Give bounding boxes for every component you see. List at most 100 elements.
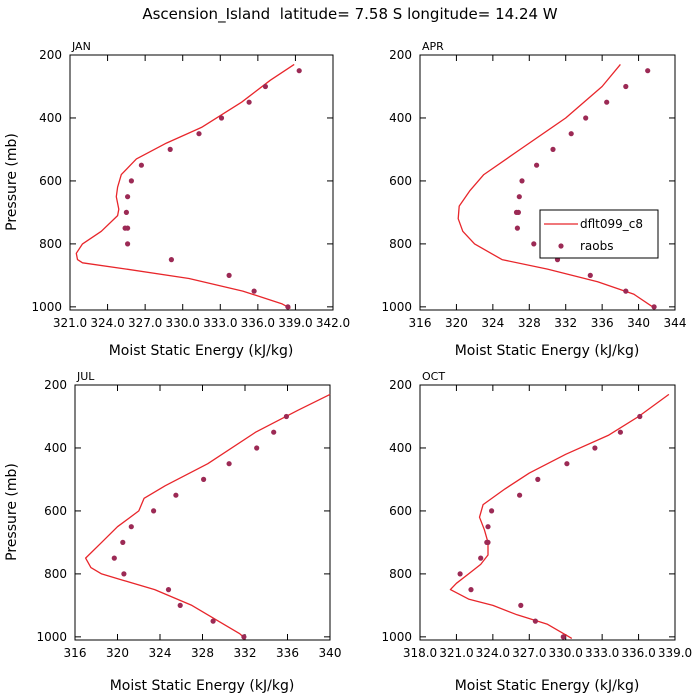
x-tick-label: 328 bbox=[191, 646, 214, 660]
raob-point bbox=[168, 257, 174, 263]
model-profile-line bbox=[457, 63, 656, 309]
x-tick-label: 330.0 bbox=[166, 316, 200, 330]
raob-point bbox=[519, 178, 525, 184]
raob-point bbox=[196, 131, 202, 137]
y-tick-label: 400 bbox=[389, 111, 412, 125]
x-axis-label: Moist Static Energy (kJ/kg) bbox=[455, 678, 640, 694]
raob-point bbox=[226, 461, 232, 467]
raob-point bbox=[531, 241, 537, 247]
plot-frame bbox=[419, 384, 676, 641]
x-tick-label: 324.0 bbox=[476, 646, 510, 660]
x-tick-label: 342.0 bbox=[316, 316, 350, 330]
x-tick-label: 318.0 bbox=[403, 646, 437, 660]
x-tick-label: 330.0 bbox=[549, 646, 583, 660]
raob-point bbox=[532, 618, 539, 624]
model-profile-line bbox=[75, 63, 295, 309]
panel-label: APR bbox=[422, 40, 444, 53]
data-layer: 316 320 324 328 332 336 340 344 200 400 600 800 1000 bbox=[381, 48, 686, 330]
x-tick-label: 327.0 bbox=[128, 316, 162, 330]
y-axis-label: Pressure (mb) bbox=[4, 133, 20, 231]
legend-obs-label: raobs bbox=[580, 239, 614, 253]
x-axis-label: Moist Static Energy (kJ/kg) bbox=[109, 343, 294, 359]
raob-point bbox=[550, 146, 556, 152]
raob-point bbox=[226, 272, 232, 278]
x-tick-label: 333.0 bbox=[585, 646, 619, 660]
panel-jul: JUL Pressure (mb) Moist Static Energy (k… bbox=[4, 370, 341, 694]
figure-title: Ascension_Island latitude= 7.58 S longit… bbox=[142, 5, 557, 24]
raob-point bbox=[568, 131, 574, 137]
x-tick-label: 327.0 bbox=[512, 646, 546, 660]
y-tick-label: 800 bbox=[39, 237, 62, 251]
raob-point bbox=[246, 99, 252, 105]
x-axis-label: Moist Static Energy (kJ/kg) bbox=[110, 678, 295, 694]
x-tick-label: 336.0 bbox=[241, 316, 275, 330]
model-profile-line bbox=[84, 393, 331, 639]
raob-point bbox=[177, 602, 183, 609]
raob-point bbox=[271, 429, 277, 435]
x-axis-label: Moist Static Energy (kJ/kg) bbox=[455, 343, 640, 359]
x-tick-label: 344 bbox=[664, 316, 687, 330]
raob-point bbox=[254, 445, 260, 451]
raob-point bbox=[125, 241, 131, 247]
panel-label: JAN bbox=[71, 40, 91, 53]
y-tick-label: 600 bbox=[389, 174, 412, 188]
raob-point bbox=[128, 178, 134, 184]
x-tick-label: 332 bbox=[234, 646, 257, 660]
raob-point bbox=[151, 508, 157, 514]
raob-point bbox=[645, 68, 651, 74]
legend-marker-swatch bbox=[558, 243, 564, 249]
x-tick-label: 320 bbox=[106, 646, 129, 660]
x-tick-label: 340 bbox=[319, 646, 342, 660]
raob-point bbox=[583, 115, 589, 121]
x-tick-label: 339.0 bbox=[658, 646, 692, 660]
panel-label: OCT bbox=[422, 370, 445, 383]
x-tick-label: 321.0 bbox=[53, 316, 87, 330]
raob-point bbox=[128, 524, 134, 530]
raob-point bbox=[485, 524, 491, 530]
raob-point bbox=[517, 492, 523, 498]
raob-point bbox=[637, 413, 643, 420]
raob-point bbox=[513, 209, 520, 215]
data-layer: 321.0 324.0 327.0 330.0 333.0 336.0 339.0 342.0… bbox=[31, 48, 350, 330]
panel-label: JUL bbox=[76, 370, 95, 383]
raob-point bbox=[514, 225, 521, 231]
raob-point bbox=[651, 304, 657, 310]
x-tick-label: 333.0 bbox=[203, 316, 237, 330]
raob-point bbox=[587, 272, 593, 278]
y-tick-label: 800 bbox=[389, 237, 412, 251]
raob-point bbox=[485, 539, 491, 546]
plot-frame bbox=[419, 54, 676, 311]
raob-point bbox=[138, 162, 144, 168]
x-tick-label: 340 bbox=[627, 316, 650, 330]
legend-model-label: dflt099_c8 bbox=[580, 217, 643, 231]
raob-point bbox=[121, 571, 127, 577]
raob-point bbox=[516, 194, 522, 200]
raob-point bbox=[125, 225, 131, 231]
raob-point bbox=[167, 146, 173, 152]
x-tick-label: 328 bbox=[518, 316, 541, 330]
x-tick-label: 320 bbox=[445, 316, 468, 330]
y-tick-label: 200 bbox=[389, 378, 412, 392]
x-tick-label: 332 bbox=[554, 316, 577, 330]
raob-point bbox=[560, 634, 566, 640]
x-tick-label: 336.0 bbox=[621, 646, 655, 660]
x-tick-label: 316 bbox=[409, 316, 432, 330]
raob-point bbox=[285, 304, 291, 310]
raob-point bbox=[617, 429, 624, 435]
raob-point bbox=[251, 288, 257, 294]
raob-point bbox=[120, 539, 126, 546]
data-layer: 318.0 321.0 324.0 327.0 330.0 333.0 336.0 339.0… bbox=[381, 378, 692, 660]
x-tick-label: 324 bbox=[481, 316, 504, 330]
raob-point bbox=[111, 555, 117, 561]
y-tick-label: 1000 bbox=[36, 630, 67, 644]
raob-point bbox=[604, 99, 610, 105]
y-tick-label: 400 bbox=[44, 441, 67, 455]
y-tick-label: 800 bbox=[389, 567, 412, 581]
y-tick-label: 1000 bbox=[381, 300, 412, 314]
y-tick-label: 200 bbox=[389, 48, 412, 62]
y-tick-label: 200 bbox=[44, 378, 67, 392]
model-profile-line bbox=[449, 393, 670, 639]
raob-point bbox=[201, 476, 207, 482]
y-tick-label: 400 bbox=[389, 441, 412, 455]
